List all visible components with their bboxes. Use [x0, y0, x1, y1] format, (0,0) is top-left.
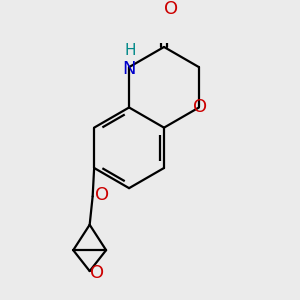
Text: O: O	[194, 98, 208, 116]
Text: O: O	[90, 264, 104, 282]
Text: O: O	[164, 0, 178, 18]
Text: N: N	[122, 60, 136, 78]
Text: H: H	[125, 43, 136, 58]
Text: O: O	[94, 186, 109, 204]
